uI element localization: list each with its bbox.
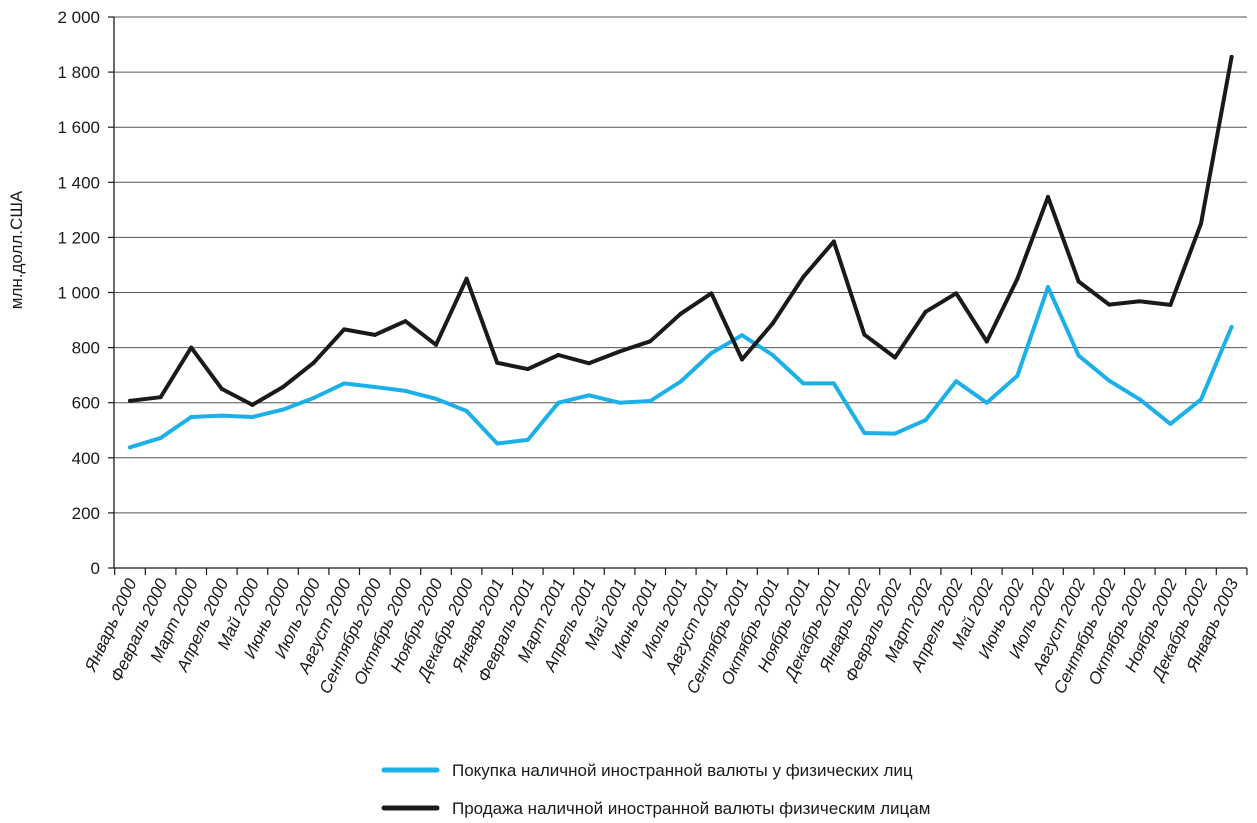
series-1-point-1 [158,395,163,400]
series-1-point-3 [219,386,224,391]
y-tick-label-5: 1 000 [57,284,100,303]
legend-label-0: Покупка наличной иностранной валюты у фи… [452,761,913,780]
y-tick-labels: 0 200 400 600 800 1 000 1 200 1 400 1 600 1 800 2 … [57,8,100,578]
series-0-point-10 [434,396,438,401]
series-0-point-11 [464,408,469,413]
legend-label-1: Продажа наличной иностранной валюты физи… [452,799,930,818]
series-0-point-17 [648,399,653,404]
series-1-point-29 [1015,276,1020,281]
series-0-point-29 [1015,373,1020,378]
series-1-point-19 [709,291,714,296]
series-1-point-36 [1229,54,1234,59]
series-0-point-16 [617,400,622,405]
y-tick-label-9: 1 800 [57,63,100,82]
series-0-point-7 [342,381,347,386]
y-tick-label-7: 1 400 [57,173,100,192]
series-0-point-8 [372,384,377,389]
series-1-point-34 [1168,302,1173,307]
series-1-point-23 [831,239,836,244]
series-lines [128,54,1234,450]
series-1-point-18 [678,311,683,316]
series-0-point-25 [893,431,897,436]
series-0-point-6 [311,396,316,401]
gridlines [114,16,1247,514]
series-1-point-6 [311,360,316,365]
series-1-point-12 [495,360,500,365]
legend: Покупка наличной иностранной валюты у фи… [381,761,930,818]
series-0-point-31 [1076,353,1081,358]
series-0-point-34 [1168,421,1173,426]
series-1-point-0 [128,398,132,403]
series-0-point-18 [678,379,683,384]
series-0-point-15 [587,393,591,398]
y-tick-label-3: 600 [72,394,100,413]
series-1-point-10 [434,342,438,347]
y-tick-label-2: 400 [72,449,100,468]
series-1-point-24 [862,332,867,337]
series-line-1 [128,54,1234,407]
series-0-point-19 [709,351,714,356]
series-0-point-20 [740,333,744,338]
series-0-point-24 [862,431,867,436]
series-1-point-21 [770,321,775,326]
series-1-point-17 [648,339,653,344]
y-tick-label-0: 0 [91,559,100,578]
series-0-point-1 [158,435,163,440]
series-0-point-9 [403,388,408,393]
series-1-point-27 [954,291,959,296]
series-1-point-11 [464,276,469,281]
series-1-point-16 [617,349,622,354]
series-1-point-2 [189,345,194,350]
series-1-point-31 [1076,279,1081,284]
series-0-point-32 [1107,378,1112,383]
series-0-point-21 [770,353,775,358]
y-tick-label-4: 800 [72,339,100,358]
series-1-point-35 [1199,221,1203,226]
series-1-point-5 [281,384,285,389]
series-1-point-33 [1137,299,1142,304]
series-1-point-8 [372,332,377,337]
series-1-point-9 [403,319,408,324]
series-0-point-26 [923,418,928,423]
series-0-point-12 [495,441,500,446]
axes [108,16,1248,575]
series-1-point-14 [556,353,561,358]
series-0-point-33 [1137,397,1142,402]
series-1-point-25 [893,355,897,360]
series-1-point-13 [525,367,530,372]
y-tick-label-8: 1 600 [57,118,100,137]
series-0-point-27 [954,379,959,384]
y-tick-label-1: 200 [72,504,100,523]
series-1-point-4 [250,402,255,407]
series-0-point-13 [525,437,530,442]
y-axis-title: млн.долл.США [7,190,26,309]
series-line-0 [128,285,1234,450]
series-1-point-15 [587,361,591,366]
series-0-point-35 [1199,397,1203,402]
series-0-point-3 [219,413,224,418]
series-1-point-30 [1046,194,1050,199]
series-1-point-7 [342,327,347,332]
series-1-point-32 [1107,302,1112,307]
series-0-point-28 [984,400,989,405]
series-1-point-28 [984,339,989,344]
y-tick-label-6: 1 200 [57,228,100,247]
series-0-point-14 [556,400,561,405]
y-tick-label-10: 2 000 [57,8,100,27]
series-0-point-2 [189,415,194,420]
series-0-point-36 [1229,324,1234,329]
series-0-point-23 [831,381,836,386]
series-0-point-4 [250,415,255,420]
series-1-point-20 [740,357,744,362]
series-1-point-22 [801,275,806,280]
series-0-point-30 [1046,284,1050,289]
series-0-point-22 [801,381,806,386]
series-0-point-0 [128,445,132,450]
series-0-point-5 [281,407,285,412]
series-1-point-26 [923,309,928,314]
